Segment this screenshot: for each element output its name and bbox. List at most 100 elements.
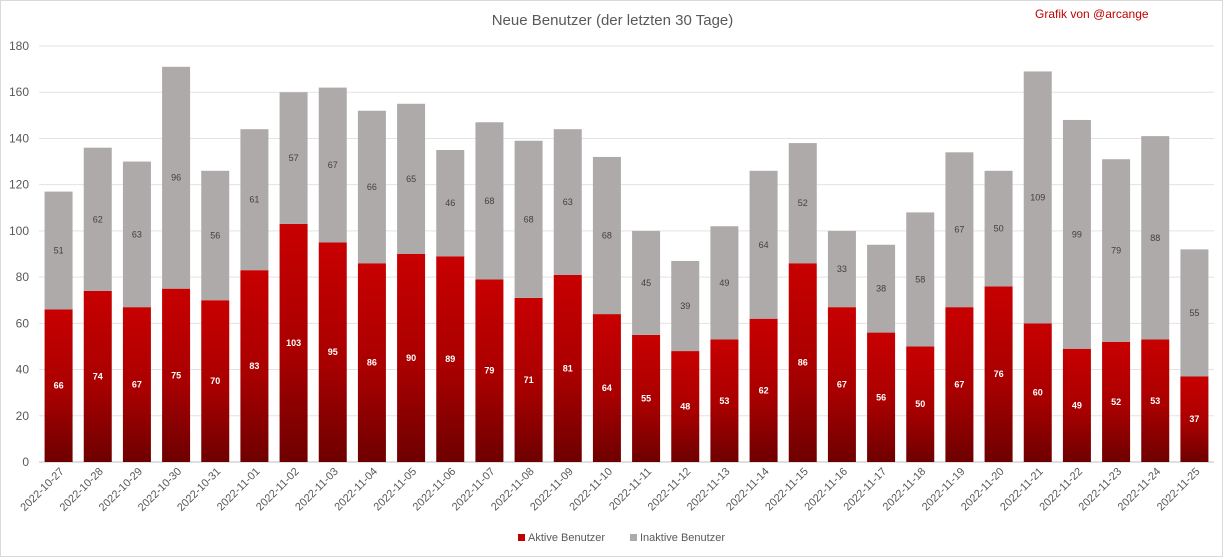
data-labels: 66 51 74 62 67 63 75 96 70 56 83 61 103 57 95 67 86 66 90 6…	[54, 153, 1200, 424]
y-tick-label: 120	[9, 178, 29, 192]
bar-inaktive	[436, 150, 465, 257]
bar-inaktive	[632, 230, 661, 335]
data-label-aktive: 75	[171, 370, 181, 380]
data-label-aktive: 66	[54, 381, 64, 391]
bar-inaktive	[945, 152, 974, 308]
legend-label-aktive: Aktive Benutzer	[528, 532, 605, 544]
data-label-inaktive: 66	[367, 182, 377, 192]
bar-inaktive	[318, 87, 347, 243]
bars	[44, 66, 1209, 462]
data-label-aktive: 56	[876, 392, 886, 402]
bar-aktive	[1180, 376, 1209, 462]
data-label-aktive: 74	[93, 371, 103, 381]
chart-credit: Grafik von @arcange	[1035, 7, 1149, 21]
data-label-aktive: 52	[1111, 397, 1121, 407]
data-label-inaktive: 88	[1150, 233, 1160, 243]
bar-inaktive	[44, 191, 73, 310]
bar-aktive	[1062, 348, 1091, 462]
data-label-aktive: 79	[484, 366, 494, 376]
bar-inaktive	[867, 244, 896, 333]
bar-inaktive	[671, 260, 700, 352]
bar-inaktive	[475, 122, 504, 280]
bar-inaktive	[1180, 249, 1209, 377]
bar-aktive	[357, 263, 386, 462]
bar-aktive	[827, 307, 856, 462]
data-label-aktive: 86	[798, 358, 808, 368]
bar-inaktive	[122, 161, 151, 308]
bar-inaktive	[1102, 159, 1131, 342]
data-label-inaktive: 96	[171, 173, 181, 183]
bar-aktive	[906, 346, 935, 462]
data-label-inaktive: 109	[1030, 192, 1045, 202]
y-tick-label: 160	[9, 85, 29, 99]
y-tick-label: 20	[16, 409, 30, 423]
data-label-aktive: 95	[328, 347, 338, 357]
data-label-aktive: 89	[445, 354, 455, 364]
bar-aktive	[318, 242, 347, 462]
data-label-inaktive: 38	[876, 284, 886, 294]
data-label-inaktive: 39	[680, 301, 690, 311]
bar-aktive	[397, 254, 426, 462]
bar-inaktive	[357, 110, 386, 264]
y-tick-label: 60	[16, 316, 30, 330]
bar-inaktive	[749, 170, 778, 319]
data-label-aktive: 37	[1189, 414, 1199, 424]
data-label-inaktive: 55	[1189, 308, 1199, 318]
bar-inaktive	[201, 170, 230, 301]
data-label-aktive: 60	[1033, 388, 1043, 398]
y-tick-label: 140	[9, 131, 29, 145]
bar-aktive	[671, 351, 700, 462]
data-label-aktive: 86	[367, 358, 377, 368]
data-label-aktive: 53	[1150, 396, 1160, 406]
chart-title: Neue Benutzer (der letzten 30 Tage)	[491, 12, 734, 29]
data-label-aktive: 67	[132, 380, 142, 390]
bar-aktive	[279, 223, 308, 462]
data-label-aktive: 70	[210, 376, 220, 386]
bar-aktive	[436, 256, 465, 462]
bar-inaktive	[592, 156, 621, 315]
legend-swatch-inaktive	[630, 534, 637, 541]
bar-aktive	[83, 290, 112, 462]
y-axis: 0 20 40 60 80 100 120 140 160 180	[9, 39, 29, 469]
y-tick-label: 180	[9, 39, 29, 53]
y-tick-label: 80	[16, 270, 30, 284]
bar-inaktive	[984, 170, 1013, 287]
bar-inaktive	[1062, 119, 1091, 349]
bar-inaktive	[83, 147, 112, 291]
bar-aktive	[122, 307, 151, 462]
bar-inaktive	[1023, 71, 1052, 324]
bar-aktive	[945, 307, 974, 462]
data-label-inaktive: 67	[328, 160, 338, 170]
data-label-aktive: 67	[954, 380, 964, 390]
data-label-inaktive: 63	[563, 197, 573, 207]
bar-aktive	[240, 270, 269, 462]
data-label-inaktive: 58	[915, 274, 925, 284]
bar-inaktive	[162, 66, 191, 289]
bar-aktive	[44, 309, 73, 462]
legend-label-inaktive: Inaktive Benutzer	[640, 532, 725, 544]
bar-inaktive	[827, 230, 856, 308]
data-label-aktive: 55	[641, 393, 651, 403]
y-tick-label: 100	[9, 224, 29, 238]
y-tick-label: 40	[16, 363, 30, 377]
bar-inaktive	[514, 140, 543, 298]
legend-swatch-aktive	[518, 534, 525, 541]
bar-inaktive	[240, 129, 269, 271]
bar-aktive	[749, 318, 778, 462]
data-label-aktive: 50	[915, 399, 925, 409]
gridlines	[39, 45, 1214, 463]
bar-aktive	[514, 297, 543, 462]
bar-aktive	[592, 314, 621, 462]
data-label-inaktive: 46	[445, 198, 455, 208]
data-label-inaktive: 45	[641, 278, 651, 288]
bar-aktive	[867, 332, 896, 462]
legend: Aktive Benutzer Inaktive Benutzer	[518, 532, 725, 544]
data-label-aktive: 53	[719, 396, 729, 406]
data-label-inaktive: 33	[837, 264, 847, 274]
bar-aktive	[201, 300, 230, 462]
bar-inaktive	[397, 103, 426, 255]
data-label-aktive: 62	[759, 385, 769, 395]
data-label-aktive: 83	[249, 361, 259, 371]
bar-inaktive	[279, 92, 308, 224]
